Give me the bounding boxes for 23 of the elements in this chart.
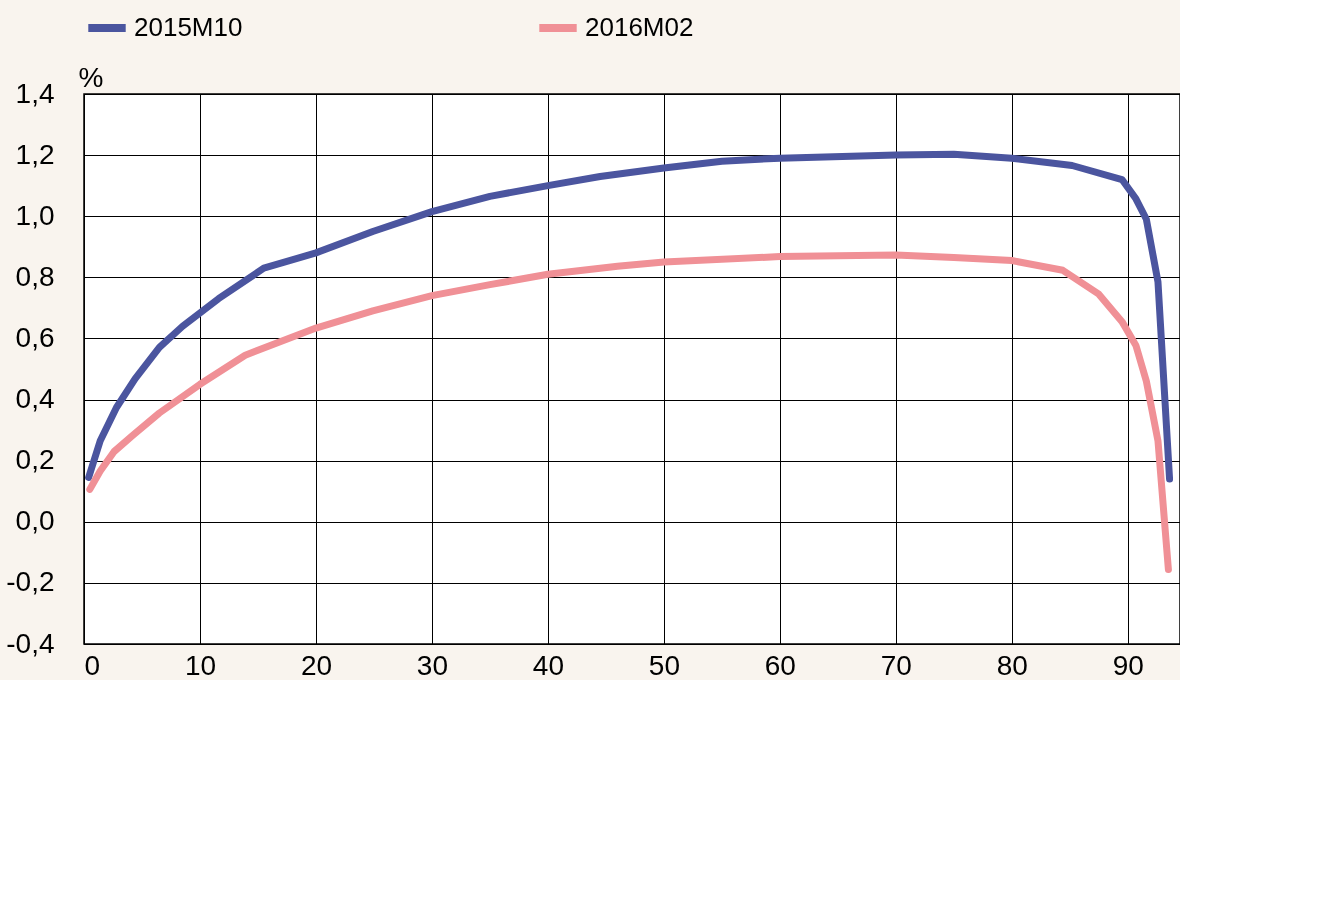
x-tick-label: 0 [84,649,101,681]
x-tick-label: 70 [880,649,912,681]
x-tick-label: 90 [1112,649,1144,681]
y-tick-label: 0,2 [15,444,55,476]
x-tick-label: 80 [996,649,1028,681]
y-tick-label: -0,4 [6,627,55,659]
x-tick-label: 50 [648,649,680,681]
x-tick-label: 40 [532,649,564,681]
y-tick-label: 0,6 [15,321,55,353]
y-tick-label: 0,4 [15,383,55,415]
x-tick-label: 30 [416,649,449,681]
legend-label: 2016M02 [585,12,694,42]
x-tick-label: 20 [300,649,333,681]
y-tick-label: -0,2 [6,566,55,598]
x-tick-label: 60 [764,649,796,681]
y-tick-label: 1,0 [15,199,55,231]
y-tick-label: 1,2 [15,138,55,170]
legend-label: 2015M10 [134,12,243,42]
x-tick-label: 10 [184,649,217,681]
y-tick-label: 0,8 [15,260,55,292]
y-axis-title: % [78,61,104,93]
y-tick-label: 0,0 [15,505,55,537]
y-tick-label: 1,4 [15,77,55,109]
